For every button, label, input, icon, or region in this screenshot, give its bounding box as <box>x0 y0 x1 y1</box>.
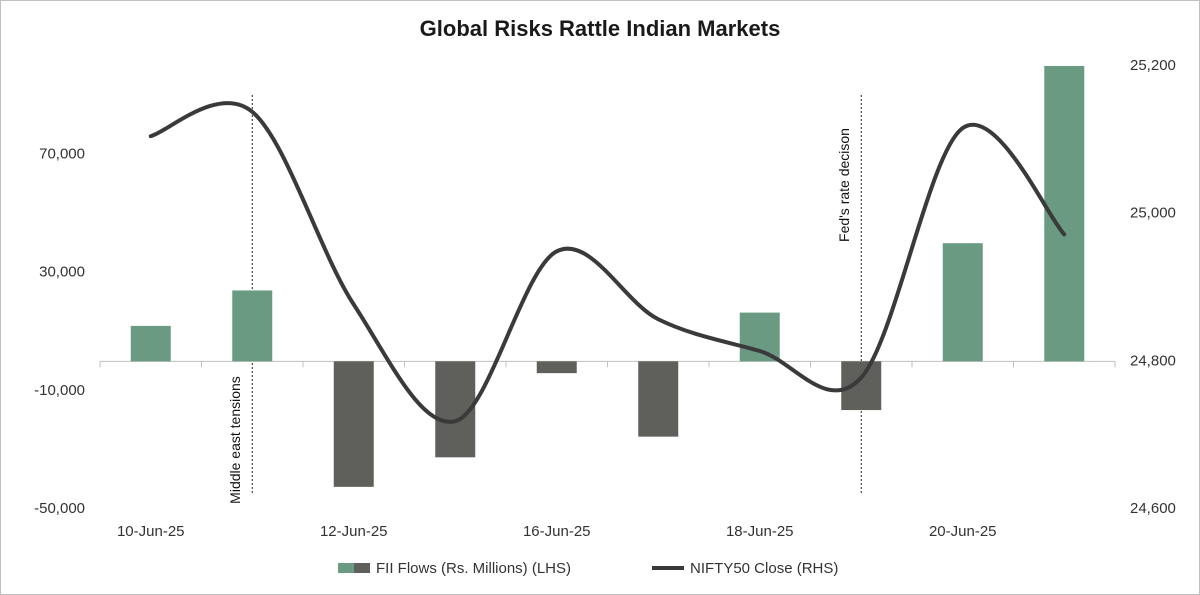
legend-swatch <box>338 563 354 573</box>
bar <box>739 312 780 362</box>
y2-tick-label: 25,200 <box>1130 57 1176 74</box>
x-tick-label: 20-Jun-25 <box>929 523 997 540</box>
y-tick-label: -50,000 <box>34 500 85 517</box>
bar <box>130 325 171 362</box>
x-tick-label: 16-Jun-25 <box>523 523 591 540</box>
y2-tick-label: 25,000 <box>1130 205 1176 222</box>
x-tick-label: 10-Jun-25 <box>117 523 185 540</box>
legend-label: NIFTY50 Close (RHS) <box>690 560 838 577</box>
annotation: Middle east tensions <box>227 376 243 504</box>
chart-title: Global Risks Rattle Indian Markets <box>420 16 781 41</box>
bar <box>841 361 882 411</box>
annotation: Fed's rate decison <box>836 128 852 242</box>
y-tick-label: 70,000 <box>39 146 85 163</box>
bar <box>232 290 273 362</box>
legend-label: FII Flows (Rs. Millions) (LHS) <box>376 560 571 577</box>
legend-swatch <box>354 563 370 573</box>
bar <box>333 361 374 487</box>
y-tick-label: 30,000 <box>39 264 85 281</box>
x-tick-label: 18-Jun-25 <box>726 523 794 540</box>
bar <box>638 361 679 437</box>
bar <box>536 361 577 374</box>
bar <box>942 243 983 362</box>
line <box>148 101 1067 424</box>
x-tick-label: 12-Jun-25 <box>320 523 388 540</box>
y2-tick-label: 24,600 <box>1130 500 1176 517</box>
y2-tick-label: 24,800 <box>1130 352 1176 369</box>
y-tick-label: -10,000 <box>34 382 85 399</box>
